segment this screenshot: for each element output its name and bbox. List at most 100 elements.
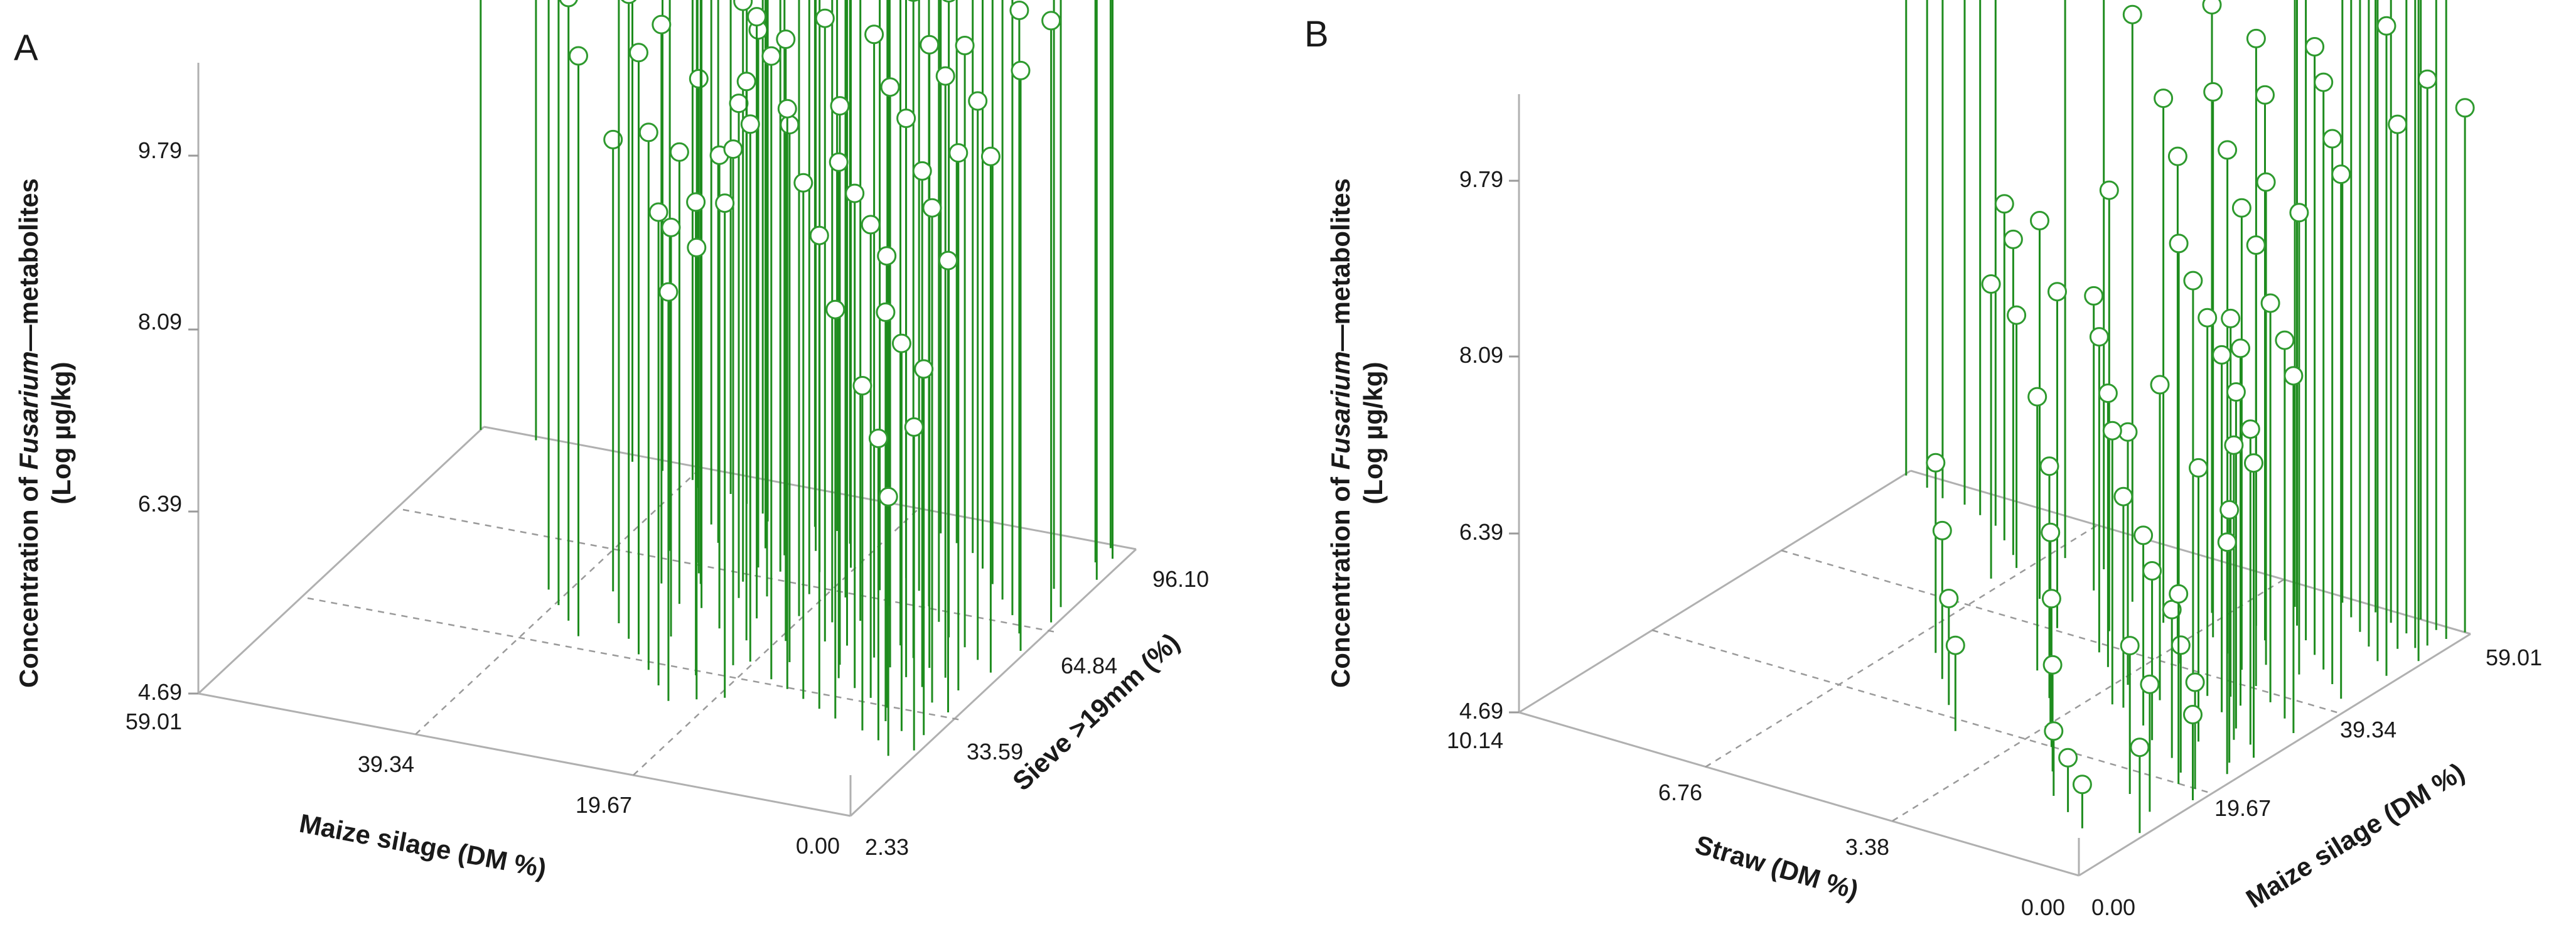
panel-b-z-label-pre: Concentration of <box>1326 469 1355 688</box>
panel-a-data-point <box>948 143 969 163</box>
panel-b-data-point <box>2314 72 2334 92</box>
panel-b-data-point <box>2133 525 2154 545</box>
panel-b-data-point <box>2218 140 2238 160</box>
panel-b-data-point <box>2226 382 2246 402</box>
panel-a-data-point <box>569 46 588 66</box>
panel-a-data-point <box>629 43 648 63</box>
panel-b-data-point <box>2171 635 2191 655</box>
panel-b-z-tick-label: 4.69 <box>1459 698 1503 724</box>
panel-b-data-point <box>2072 775 2092 795</box>
panel-a-x-tick-label: 19.67 <box>576 792 632 818</box>
panel-b-x-tick-label: 0.00 <box>2021 894 2065 920</box>
panel-a-data-point <box>780 115 800 135</box>
panel-b-data-point <box>2189 458 2208 478</box>
panel-b-data-point <box>2255 85 2275 105</box>
panel-a-z-tick-label: 9.79 <box>138 137 182 163</box>
panel-a-z-label-italic: Fusarium <box>14 351 43 469</box>
panel-a-data-point <box>723 139 743 159</box>
panel-a-y-tick-label: 96.10 <box>1152 566 1209 592</box>
panel-a-data-point <box>938 250 958 271</box>
panel-a-data-point <box>747 7 767 27</box>
panel-a-data-point <box>777 99 797 119</box>
panel-a-data-point <box>815 8 835 28</box>
panel-a-data-point <box>761 46 781 66</box>
panel-a-data-point <box>980 146 1001 166</box>
panel-b-z-label-italic: Fusarium <box>1326 351 1355 469</box>
panel-b-z-label-line1: Concentration of Fusarium—metabolites <box>1326 178 1355 688</box>
panel-a-z-tick-label: 8.09 <box>138 309 182 335</box>
panel-b-data-point <box>2169 233 2189 254</box>
panel-a-data-point <box>968 91 988 111</box>
panel-a-data-point <box>852 376 872 395</box>
panel-a-data-point <box>603 129 623 149</box>
panel-a-data-point <box>908 0 920 2</box>
panel-b-grid-line <box>1892 578 2285 822</box>
panel-b-grid-line <box>1781 549 2342 715</box>
panel-b-data-point <box>2042 655 2063 675</box>
panel-a-grid-line <box>633 508 920 776</box>
panel-a-z-tick-label: 4.69 <box>138 679 182 705</box>
panel-b-needles <box>1905 0 2475 834</box>
panel-b-data-point <box>2322 129 2343 149</box>
panel-a-data-point <box>1041 11 1061 31</box>
panel-a-data-point <box>880 77 900 97</box>
panel-b-data-point <box>2289 203 2309 223</box>
panel-b-data-point <box>2140 674 2160 694</box>
panel-a-y-tick-label: 64.84 <box>1061 653 1117 678</box>
panel-a-x-tick-label: 59.01 <box>126 709 182 734</box>
panel-b-z-tick-label: 6.39 <box>1459 519 1503 545</box>
panel-a-data-point <box>621 0 637 4</box>
panel-a-z-label-line2: (Log µg/kg) <box>46 362 76 504</box>
panel-a-data-point <box>861 215 881 235</box>
panel-b-data-point <box>2185 672 2205 692</box>
panel-b-data-point <box>2030 211 2049 230</box>
panel-a-data-point <box>729 94 749 114</box>
panel-b-y-axis-line <box>2078 633 2471 877</box>
panel-b-data-point <box>2169 584 2189 604</box>
panel-b-x-tick-label: 3.38 <box>1845 834 1889 860</box>
panel-a-y-tick-label: 2.33 <box>865 834 909 860</box>
panel-b-z-label-post: —metabolites <box>1326 178 1355 351</box>
panel-a-data-point <box>829 152 849 172</box>
panel-letter-a: A <box>14 28 38 68</box>
panel-a-data-point <box>876 302 896 322</box>
panel-b-data-point <box>2231 198 2251 218</box>
panel-a-needles <box>480 0 1114 756</box>
panel-a-data-point <box>825 299 845 319</box>
panel-b-data-point <box>2221 308 2241 328</box>
panel-b-data-point <box>2455 98 2475 118</box>
panel-b-data-point <box>2142 561 2162 581</box>
panel-b-data-point <box>2246 28 2266 48</box>
panel-b-data-point <box>1932 520 1952 540</box>
panel-b-z-axis-title: Concentration of Fusarium—metabolites (L… <box>1326 178 1388 688</box>
panel-b-y-tick-label: 59.01 <box>2486 645 2542 670</box>
panel-b-data-point <box>2003 229 2023 249</box>
panel-a-z-label-post: —metabolites <box>14 178 43 351</box>
panel-a-data-point <box>715 193 735 213</box>
panel-b-data-point <box>2376 16 2396 36</box>
panel-b-y-axis-title: Maize silage (DM %) <box>2241 757 2469 914</box>
panel-b-y-tick-label: 0.00 <box>2091 894 2135 920</box>
panel-a-data-point <box>1011 60 1031 80</box>
panel-a-data-point <box>864 24 884 45</box>
panel-b-data-point <box>2275 330 2295 350</box>
panel-a-data-point <box>878 486 898 507</box>
panel-b-data-point <box>2203 82 2223 102</box>
panel-b-data-point <box>2089 327 2109 347</box>
panel-a-grid-line <box>402 508 1056 633</box>
panel-b-data-point <box>2154 88 2174 109</box>
panel-b-data-point <box>2198 308 2218 328</box>
panel-a-data-point <box>920 35 940 55</box>
panel-b-data-point <box>2246 235 2266 255</box>
panel-b-back-left-edge <box>1518 469 1911 714</box>
panel-a-data-point <box>559 0 578 8</box>
panel-b-x-tick-label: 6.76 <box>1658 780 1702 805</box>
panel-a-data-point <box>658 282 679 302</box>
panel-b-data-point <box>2219 500 2240 520</box>
panel-b-data-point <box>2007 305 2027 325</box>
panel-b-data-point <box>2256 172 2276 192</box>
panel-a-data-point <box>1009 1 1029 20</box>
panel-b-y-tick-label: 39.34 <box>2340 717 2396 743</box>
